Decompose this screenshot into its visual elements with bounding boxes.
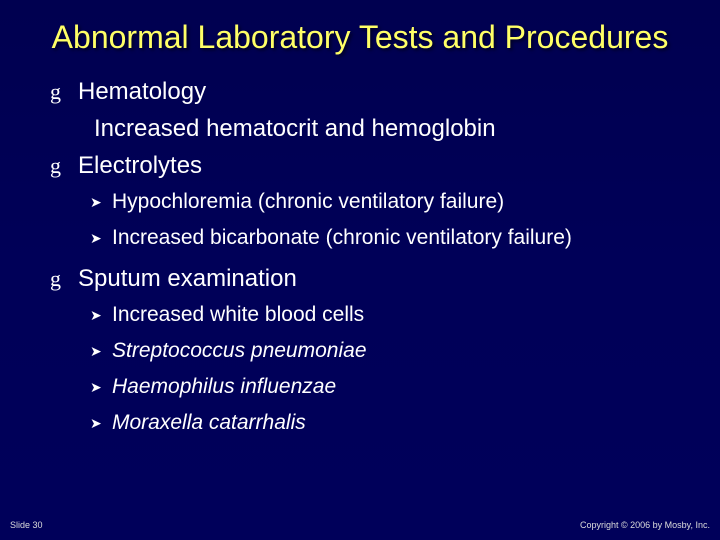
bullet-label: Electrolytes [78,151,202,181]
slide-content: g Hematology Increased hematocrit and he… [40,77,680,437]
arrow-icon: ➤ [90,415,112,432]
bullet-label: Hematology [78,77,206,107]
sub-item-label: Moraxella catarrhalis [112,410,306,436]
sub-item: ➤ Hypochloremia (chronic ventilatory fai… [90,189,680,215]
slide-number: Slide 30 [10,520,43,530]
sub-item-label: Haemophilus influenzae [112,374,336,400]
sub-item-label: Increased bicarbonate (chronic ventilato… [112,225,572,251]
sub-item: ➤ Increased white blood cells [90,302,680,328]
bullet-symbol-icon: g [50,79,78,105]
slide: Abnormal Laboratory Tests and Procedures… [0,0,720,540]
bullet-label: Sputum examination [78,264,297,294]
bullet-symbol-icon: g [50,153,78,179]
sub-item: ➤ Moraxella catarrhalis [90,410,680,436]
sub-item: ➤ Increased bicarbonate (chronic ventila… [90,225,680,251]
sub-item: ➤ Haemophilus influenzae [90,374,680,400]
bullet-sputum: g Sputum examination [50,264,680,294]
arrow-icon: ➤ [90,379,112,396]
arrow-icon: ➤ [90,194,112,211]
arrow-icon: ➤ [90,343,112,360]
arrow-icon: ➤ [90,230,112,247]
sub-item-label: Increased white blood cells [112,302,364,328]
bullet-electrolytes: g Electrolytes [50,151,680,181]
electrolytes-sublist: ➤ Hypochloremia (chronic ventilatory fai… [50,189,680,252]
copyright: Copyright © 2006 by Mosby, Inc. [580,520,710,530]
bullet-hematology-sub: Increased hematocrit and hemoglobin [50,115,680,143]
arrow-icon: ➤ [90,307,112,324]
sputum-sublist: ➤ Increased white blood cells ➤ Streptoc… [50,302,680,437]
slide-title: Abnormal Laboratory Tests and Procedures [40,20,680,55]
sub-item-label: Hypochloremia (chronic ventilatory failu… [112,189,504,215]
sub-item: ➤ Streptococcus pneumoniae [90,338,680,364]
bullet-hematology: g Hematology [50,77,680,107]
sub-item-label: Streptococcus pneumoniae [112,338,367,364]
bullet-symbol-icon: g [50,266,78,292]
